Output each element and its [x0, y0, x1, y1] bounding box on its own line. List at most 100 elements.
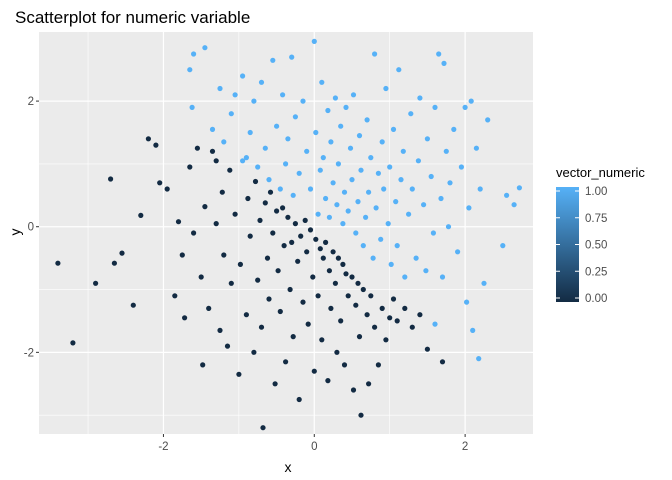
data-point: [349, 274, 355, 280]
data-point: [504, 192, 510, 198]
y-tick-label: -2: [24, 347, 34, 359]
data-point: [108, 176, 114, 182]
data-point: [406, 211, 412, 217]
data-point: [462, 104, 468, 110]
data-point: [213, 158, 219, 164]
data-point: [251, 349, 257, 355]
data-point: [356, 133, 363, 139]
data-point: [372, 324, 378, 330]
data-point: [319, 337, 325, 343]
data-point: [262, 145, 268, 151]
data-point: [350, 92, 357, 98]
data-point: [217, 85, 223, 92]
grid-major: [39, 32, 533, 434]
data-point: [436, 51, 442, 57]
data-point: [360, 286, 366, 293]
data-point: [267, 189, 274, 195]
data-point: [387, 164, 393, 170]
data-point: [349, 177, 355, 183]
data-point: [296, 170, 302, 176]
data-point: [277, 308, 283, 315]
data-point: [366, 189, 372, 195]
data-point: [236, 371, 242, 377]
data-point: [438, 195, 444, 202]
y-axis-title: y: [7, 229, 23, 236]
data-point: [340, 221, 346, 227]
data-point: [370, 255, 376, 261]
data-point: [130, 302, 136, 308]
data-point: [439, 359, 446, 365]
data-point: [390, 296, 397, 302]
data-point: [375, 170, 381, 176]
data-point: [138, 212, 144, 218]
data-point: [320, 255, 326, 261]
data-point: [364, 312, 370, 318]
data-point: [311, 368, 317, 374]
data-point: [285, 136, 291, 142]
data-point: [255, 277, 261, 283]
data-point: [372, 51, 378, 57]
x-tick-label: 0: [311, 441, 317, 453]
data-point: [383, 337, 389, 343]
data-point: [228, 280, 234, 286]
data-point: [443, 148, 449, 154]
data-point: [455, 249, 461, 255]
data-point: [255, 164, 261, 170]
data-point: [345, 293, 351, 299]
data-point: [243, 155, 249, 161]
data-point: [310, 274, 316, 280]
data-point: [319, 79, 325, 85]
data-point: [326, 268, 332, 274]
data-point: [300, 98, 306, 104]
data-point: [304, 249, 310, 255]
data-point: [283, 359, 289, 365]
data-point: [417, 95, 423, 101]
data-point: [285, 214, 291, 220]
data-point: [417, 312, 423, 318]
data-point: [381, 186, 387, 192]
data-point: [145, 136, 151, 142]
data-point: [390, 126, 397, 132]
legend-ticks: 0.00 0.25 0.50 0.75 1.00: [556, 186, 607, 305]
data-point: [290, 192, 296, 198]
data-point: [408, 111, 414, 117]
data-point: [247, 129, 253, 136]
data-point: [119, 250, 125, 256]
data-point: [402, 274, 408, 280]
data-point: [317, 246, 323, 252]
data-point: [70, 340, 76, 346]
data-point: [245, 195, 251, 202]
x-tick-label: -2: [158, 441, 168, 453]
legend-label: 0.00: [585, 293, 607, 305]
data-point: [292, 114, 298, 120]
data-point: [315, 211, 321, 217]
data-point: [485, 117, 491, 123]
data-point: [209, 148, 216, 154]
data-point: [341, 362, 348, 368]
data-point: [232, 92, 238, 98]
data-point: [191, 230, 197, 236]
data-point: [323, 239, 329, 245]
data-point: [209, 126, 216, 132]
data-point: [252, 178, 259, 185]
data-point: [290, 334, 296, 340]
data-point: [358, 167, 364, 173]
data-point: [345, 208, 351, 214]
x-tick-label: 2: [462, 441, 468, 453]
data-point: [266, 296, 272, 302]
data-point: [280, 92, 286, 98]
data-point: [232, 211, 238, 217]
data-point: [275, 268, 281, 274]
data-point: [334, 202, 340, 208]
data-point: [400, 148, 406, 154]
data-point: [179, 252, 185, 258]
data-point: [334, 349, 340, 355]
data-point: [247, 233, 253, 239]
data-point: [363, 214, 369, 220]
data-point: [330, 249, 336, 255]
plot-panel: [39, 32, 533, 434]
data-point: [153, 142, 159, 148]
data-point: [468, 98, 474, 104]
data-point: [458, 164, 464, 170]
data-point: [393, 199, 399, 205]
